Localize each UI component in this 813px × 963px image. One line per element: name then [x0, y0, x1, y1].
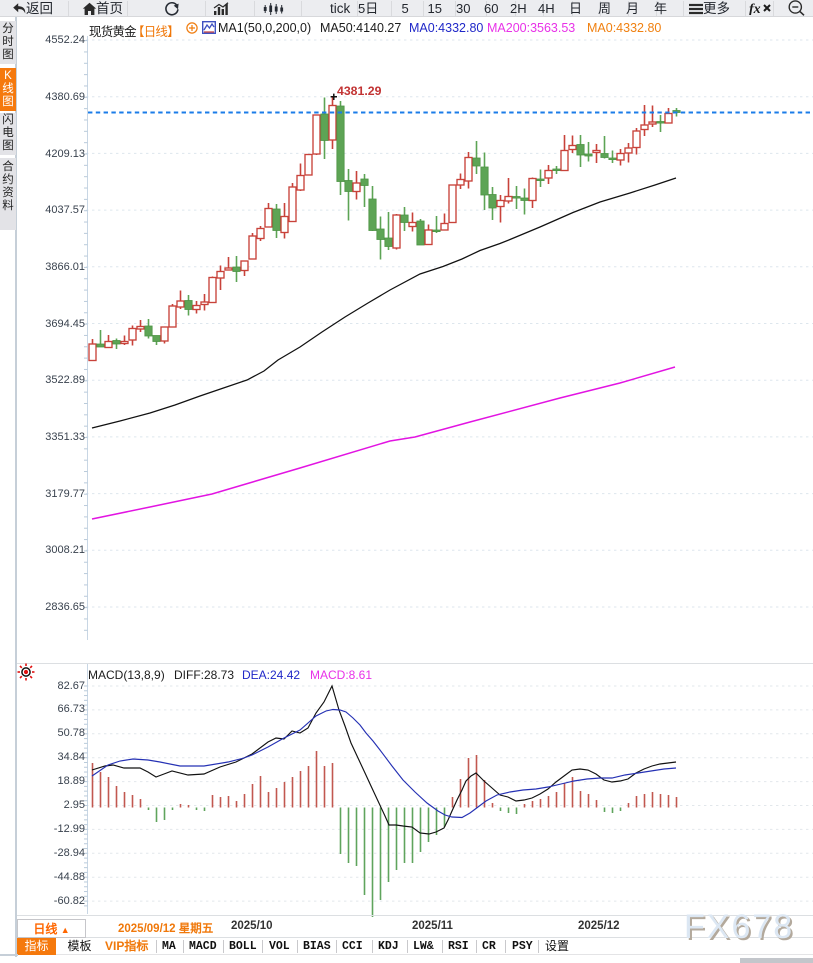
svg-text:fx: fx: [749, 2, 761, 15]
svg-text:4381.29: 4381.29: [337, 84, 382, 98]
